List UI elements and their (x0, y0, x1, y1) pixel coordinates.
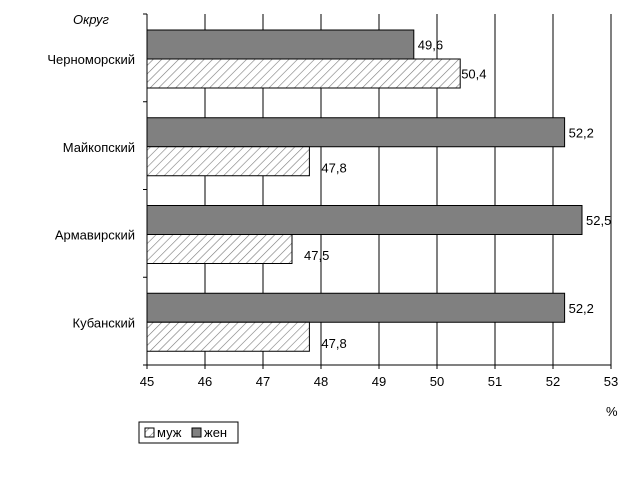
bar-zhen (146, 205, 583, 235)
x-tick-label: 49 (372, 374, 386, 389)
data-label: 52,2 (569, 125, 594, 140)
legend: муж жен (138, 421, 239, 444)
data-label: 52,2 (569, 301, 594, 316)
bars (146, 29, 583, 352)
data-label: 50,4 (461, 67, 486, 82)
category-label: Кубанский (73, 315, 136, 330)
data-label: 49,6 (418, 38, 443, 53)
legend-box (138, 421, 239, 444)
x-tick-label: 46 (198, 374, 212, 389)
bar-zhen (146, 29, 415, 60)
x-tick-label: 48 (314, 374, 328, 389)
x-axis-unit: % (606, 404, 618, 419)
bar-zhen (146, 117, 566, 148)
legend-swatch-zhen (191, 427, 202, 438)
legend-swatch-muzh (144, 427, 155, 438)
x-tick-label: 45 (140, 374, 154, 389)
x-tick-label: 51 (488, 374, 502, 389)
bar-muzh (146, 234, 293, 264)
data-label: 47,8 (321, 336, 346, 351)
legend-label-muzh: муж (157, 425, 182, 440)
data-label: 47,8 (321, 160, 346, 175)
bar-muzh (146, 321, 310, 352)
axes (143, 13, 612, 369)
y-axis-title: Округ (73, 12, 110, 27)
category-label: Армавирский (55, 228, 135, 243)
legend-label-zhen: жен (204, 425, 227, 440)
labels: 49,6 50,4 Черноморский 52,2 47,8 Майкопский 52… (47, 38, 618, 390)
x-tick-label: 50 (430, 374, 444, 389)
data-label: 47,5 (304, 248, 329, 263)
bar-muzh (146, 146, 310, 177)
x-tick-label: 53 (604, 374, 618, 389)
bar-zhen (146, 292, 566, 323)
bar-muzh (146, 58, 461, 89)
category-label: Черноморский (47, 52, 135, 67)
x-tick-label: 52 (546, 374, 560, 389)
x-tick-label: 47 (256, 374, 270, 389)
category-label: Майкопский (63, 140, 135, 155)
data-label: 52,5 (586, 213, 611, 228)
